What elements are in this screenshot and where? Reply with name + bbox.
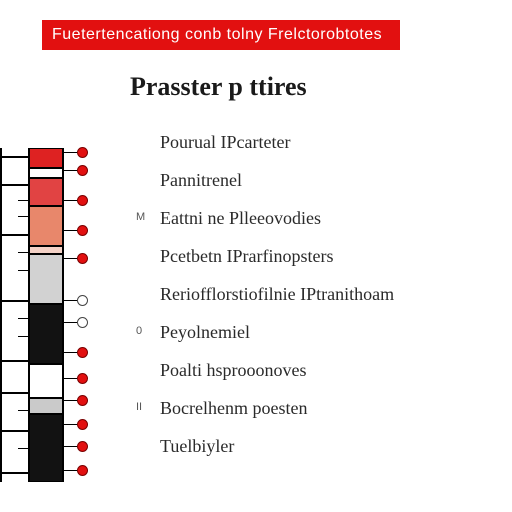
bar-segment [30,246,62,254]
right-connector [62,200,77,201]
list-item: Poalti hsprooonoves [160,360,307,381]
bar-segment [30,364,62,398]
marker-dot [77,347,88,358]
right-connector [62,170,77,171]
right-connector [62,446,77,447]
marker-dot [77,441,88,452]
bar-border-right [62,148,64,482]
figure-title: Prasster p ttires [130,72,307,102]
left-tick-major [0,472,28,474]
right-connector [62,470,77,471]
bar-segment [30,398,62,414]
list-item: Pcetbetn IPrarfinopsters [160,246,333,267]
marker-dot [77,395,88,406]
marker-ring [77,295,88,306]
bar-segment [30,254,62,304]
figure-banner: Fuetertencationg conb tolny Frelctorobto… [42,20,400,50]
bar-segment [30,414,62,482]
right-connector [62,322,77,323]
list-item: Pannitrenel [160,170,242,191]
left-tick-major [0,300,28,302]
marker-dot [77,419,88,430]
marker-dot [77,195,88,206]
right-connector [62,258,77,259]
left-tick-minor [18,336,28,337]
left-tick-major [0,184,28,186]
left-tick-minor [18,318,28,319]
left-tick-major [0,234,28,236]
list-item: Bocrelhenm poesten [160,398,307,419]
list-item: Eattni ne Plleeovodies [160,208,321,229]
left-tick-minor [18,270,28,271]
side-mark: II [136,401,142,413]
marker-dot [77,465,88,476]
list-item: Peyolnemiel [160,322,250,343]
right-connector [62,300,77,301]
figure-root: { "banner": { "text": "Fuetertencationg … [0,0,512,512]
right-connector [62,378,77,379]
bar-segment [30,148,62,168]
marker-dot [77,225,88,236]
left-tick-major [0,156,28,158]
list-item: Pourual IPcarteter [160,132,290,153]
bar-segment [30,178,62,206]
list-item: Tuelbiyler [160,436,234,457]
side-mark: M [136,211,145,223]
side-mark: 0 [136,325,142,337]
right-connector [62,400,77,401]
left-tick-minor [18,252,28,253]
left-tick-minor [18,216,28,217]
right-connector [62,230,77,231]
list-item: Reriofflorstiofilnie IPtranithoam [160,284,394,305]
left-tick-major [0,360,28,362]
marker-dot [77,253,88,264]
marker-dot [77,147,88,158]
left-tick-major [0,392,28,394]
left-tick-minor [18,410,28,411]
bar-segment [30,168,62,178]
left-tick-major [0,430,28,432]
left-tick-minor [18,448,28,449]
marker-dot [77,165,88,176]
marker-dot [77,373,88,384]
bar-segment [30,206,62,246]
left-tick-minor [18,200,28,201]
right-connector [62,352,77,353]
right-connector [62,152,77,153]
right-connector [62,424,77,425]
marker-ring [77,317,88,328]
bar-segment [30,304,62,364]
